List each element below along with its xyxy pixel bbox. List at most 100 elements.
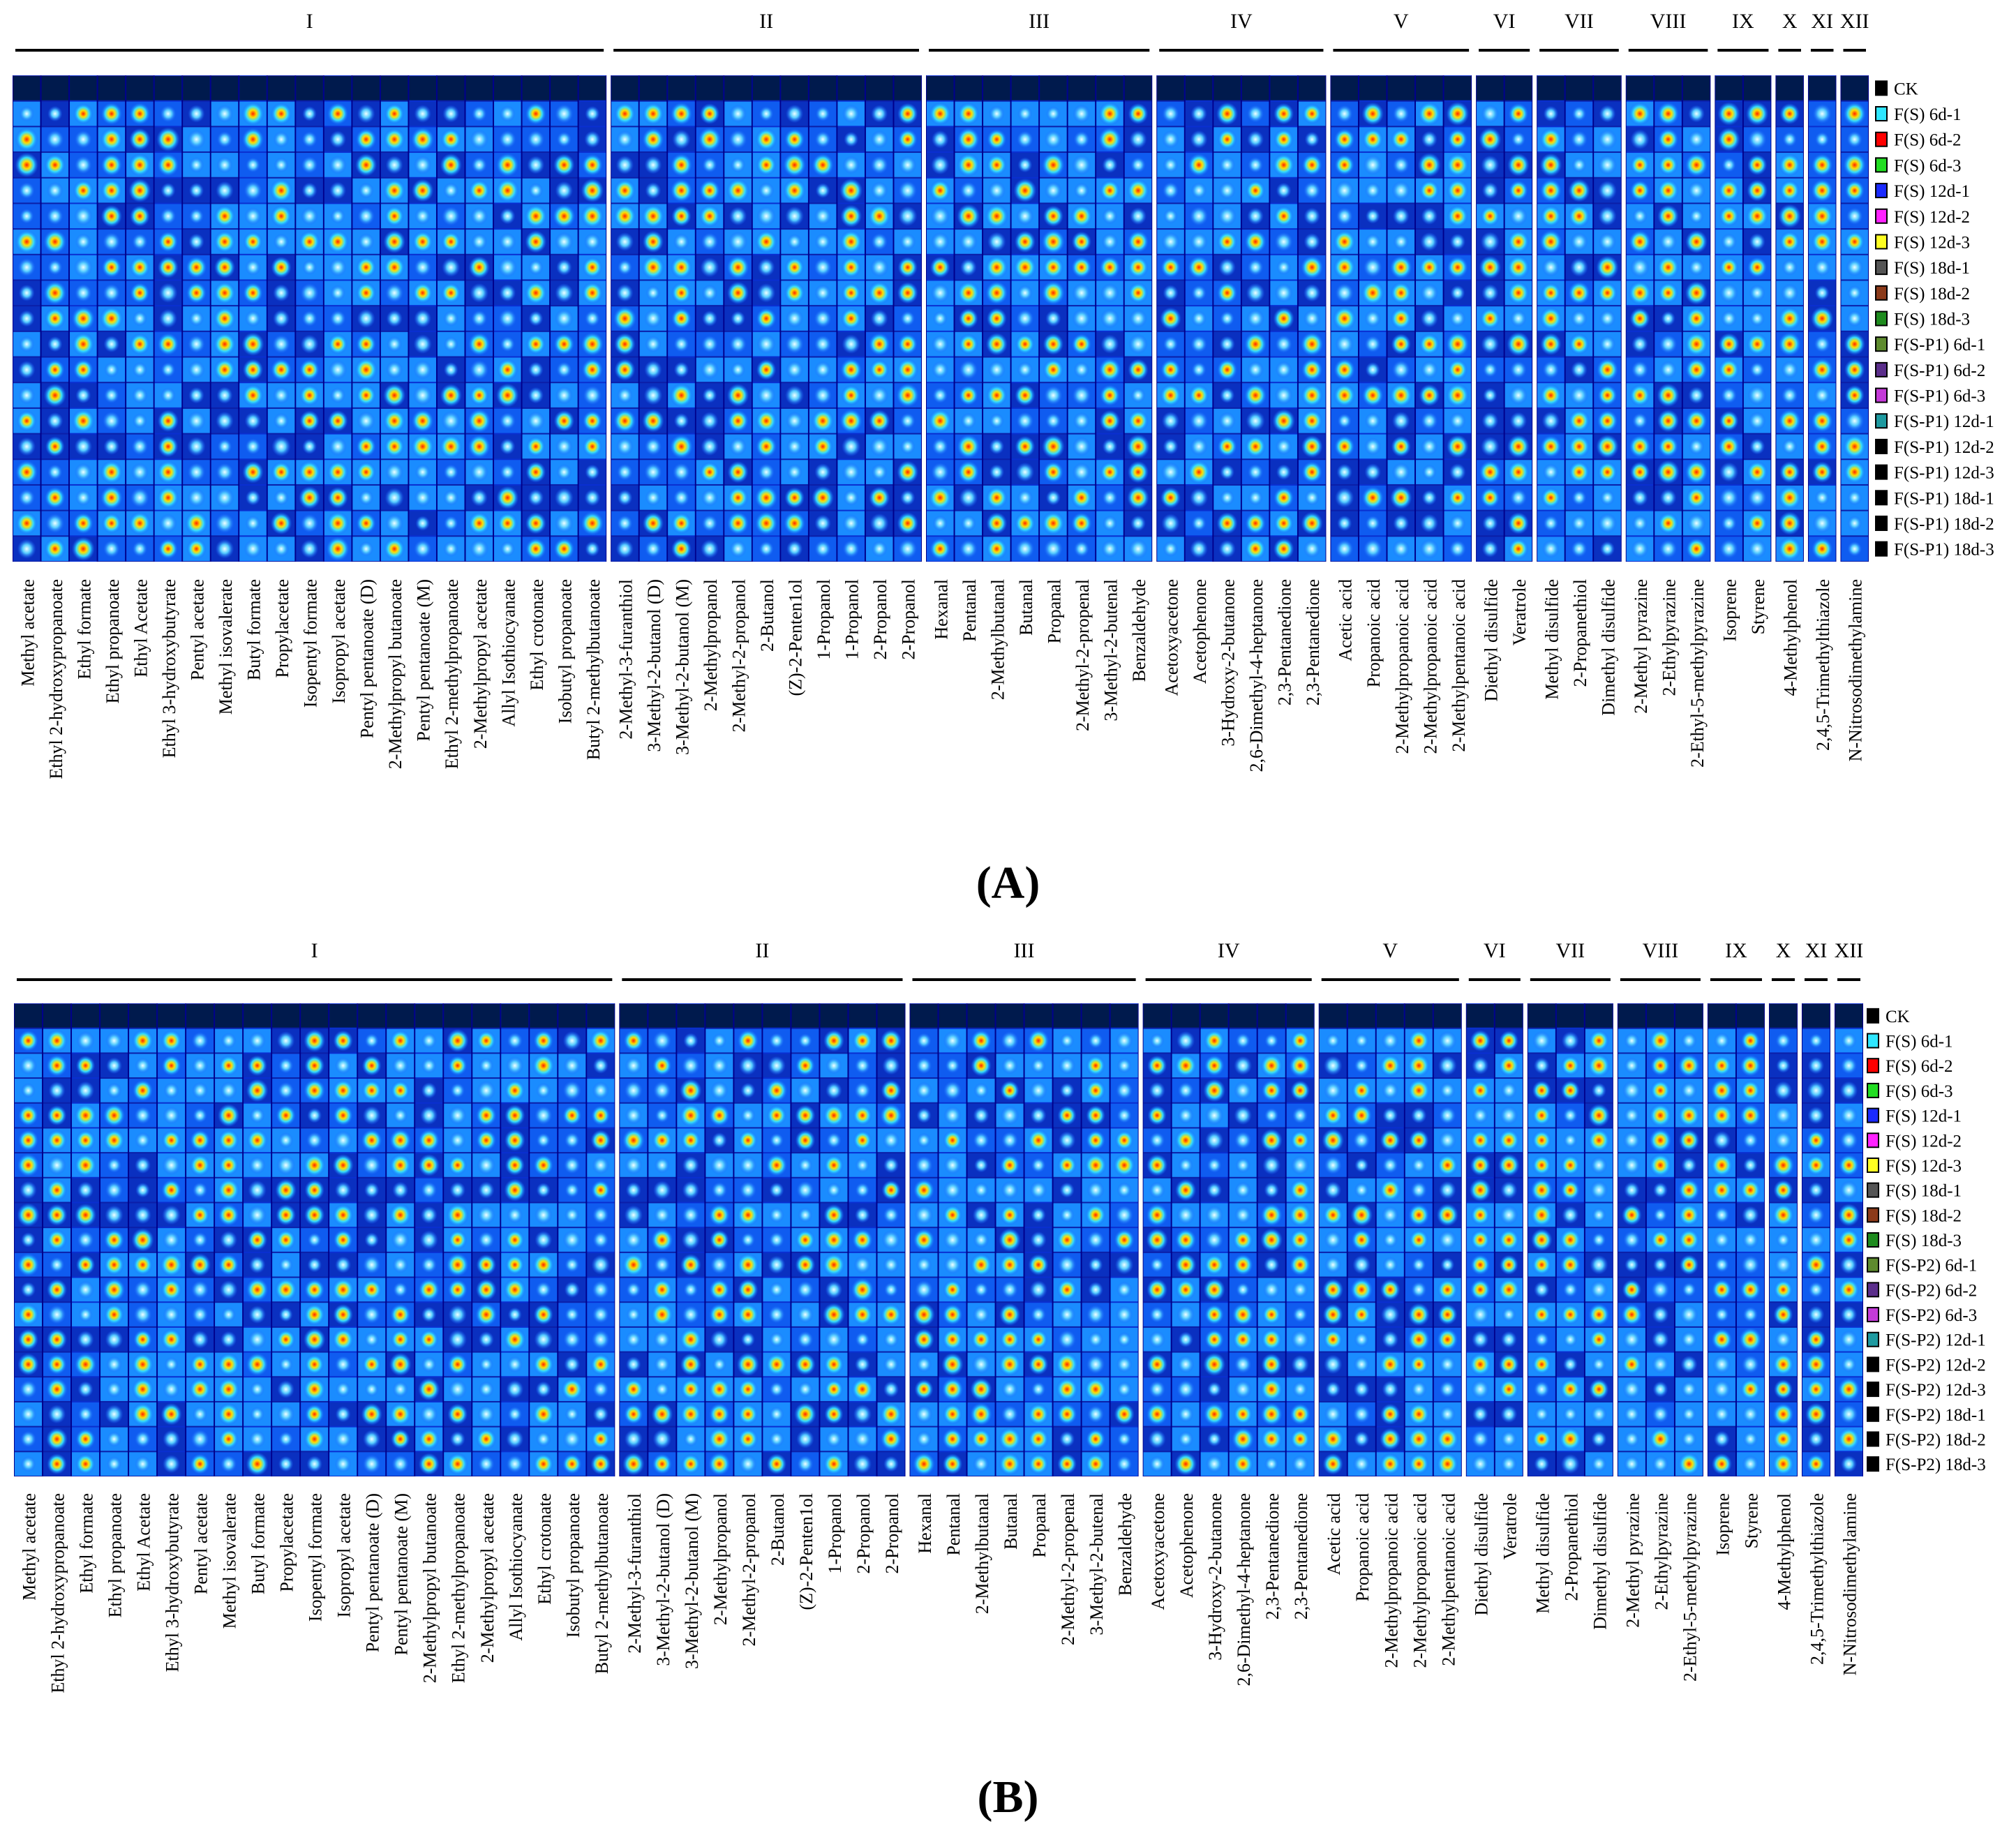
column-label: Methyl disulfide	[1541, 579, 1562, 700]
cell-spot	[302, 260, 317, 275]
cell-spot	[1717, 435, 1740, 458]
cell-spot	[1438, 1056, 1457, 1076]
cell-spot	[421, 1256, 438, 1273]
cell-ck	[639, 76, 667, 100]
cell-spot	[157, 333, 179, 356]
cell-spot	[785, 206, 805, 226]
cell-spot	[1631, 539, 1649, 558]
cell-spot	[795, 1353, 816, 1376]
cell-spot	[160, 182, 176, 199]
column-label: Butanal	[1001, 1493, 1021, 1550]
cell-spot	[958, 334, 978, 354]
cell-spot	[682, 1156, 700, 1174]
cell-spot	[673, 336, 689, 352]
cell-spot	[841, 384, 862, 406]
cell-spot	[626, 1282, 641, 1298]
cell-spot	[500, 336, 516, 352]
cell-spot	[1086, 1130, 1105, 1151]
cell-spot	[1116, 1356, 1133, 1373]
cell-spot	[756, 385, 776, 405]
cell-spot	[299, 230, 320, 253]
cell-spot	[439, 434, 463, 459]
cell-spot	[1045, 310, 1061, 327]
cell-spot	[655, 1381, 670, 1398]
cell-spot	[1719, 410, 1739, 431]
cell-spot	[1778, 306, 1801, 331]
cell-spot	[1086, 1305, 1105, 1324]
cell-spot	[563, 1056, 581, 1075]
cell-spot	[1354, 1033, 1369, 1049]
cell-spot	[671, 282, 692, 304]
cell-spot	[1539, 179, 1562, 202]
cell-spot	[814, 361, 831, 379]
cell-ck	[129, 1004, 157, 1028]
cell-spot	[758, 463, 775, 481]
cell-spot	[362, 1105, 381, 1125]
cell-spot	[1781, 283, 1799, 302]
cell-spot	[1589, 1329, 1609, 1350]
cell-spot	[867, 204, 891, 229]
cell-spot	[245, 310, 261, 327]
cell-spot	[1777, 537, 1802, 562]
cell-spot	[554, 488, 574, 508]
cell-spot	[1659, 361, 1677, 379]
column-label: Styrene	[1748, 579, 1768, 634]
cell-spot	[43, 229, 67, 255]
cell-spot	[215, 539, 234, 559]
cell-spot	[75, 1428, 96, 1450]
cell-spot	[278, 1057, 294, 1074]
cell-spot	[1072, 462, 1091, 482]
cell-spot	[1290, 1080, 1311, 1101]
cell-spot	[1450, 285, 1465, 301]
cell-spot	[1127, 410, 1149, 433]
cell-spot	[1098, 357, 1121, 382]
cell-spot	[1088, 1281, 1104, 1298]
cell-spot	[246, 1079, 269, 1102]
cell-spot	[1562, 1206, 1579, 1225]
cell-spot	[130, 282, 150, 304]
cell-spot	[1187, 460, 1211, 485]
cell-spot	[1160, 359, 1181, 380]
cell-spot	[15, 230, 38, 254]
cell-spot	[1590, 1280, 1608, 1299]
cell-spot	[213, 306, 236, 331]
cell-spot	[273, 387, 290, 405]
cell-spot	[1389, 255, 1412, 280]
cell-spot	[1507, 331, 1530, 357]
cell-spot	[1719, 487, 1739, 508]
cell-spot	[1072, 283, 1091, 304]
cell-spot	[1207, 1157, 1222, 1174]
cell-spot	[1532, 1105, 1552, 1125]
cell-ck	[501, 1004, 529, 1028]
cell-spot	[356, 461, 376, 483]
column-label: 2,3-Pentanedione	[1262, 1493, 1283, 1619]
cell-spot	[989, 464, 1005, 480]
cell-spot	[383, 537, 405, 560]
cell-spot	[46, 1278, 68, 1301]
cell-spot	[989, 413, 1004, 429]
cell-spot	[1622, 1080, 1641, 1101]
cell-spot	[495, 153, 519, 177]
legend-swatch	[1875, 310, 1888, 327]
cell-spot	[1814, 335, 1830, 353]
cell-spot	[615, 539, 634, 559]
cell-spot	[1599, 105, 1616, 123]
column-label: Propanal	[1029, 1493, 1050, 1557]
column-label: Acetophenone	[1177, 1493, 1197, 1598]
cell-spot	[1099, 384, 1121, 406]
cell-spot	[839, 408, 863, 433]
cell-spot	[1508, 180, 1528, 201]
cell-spot	[46, 1377, 68, 1401]
cell-spot	[219, 1280, 238, 1300]
cell-spot	[1598, 232, 1617, 251]
cell-spot	[18, 488, 36, 507]
cell-spot	[1740, 1278, 1761, 1301]
cell-spot	[1291, 1354, 1309, 1374]
cell-spot	[555, 283, 574, 303]
cell-spot	[1234, 1379, 1253, 1399]
cell-spot	[300, 539, 319, 559]
cell-spot	[364, 1382, 379, 1397]
cell-spot	[1498, 1054, 1520, 1077]
cell-spot	[1541, 282, 1561, 304]
cell-spot	[18, 1105, 38, 1126]
